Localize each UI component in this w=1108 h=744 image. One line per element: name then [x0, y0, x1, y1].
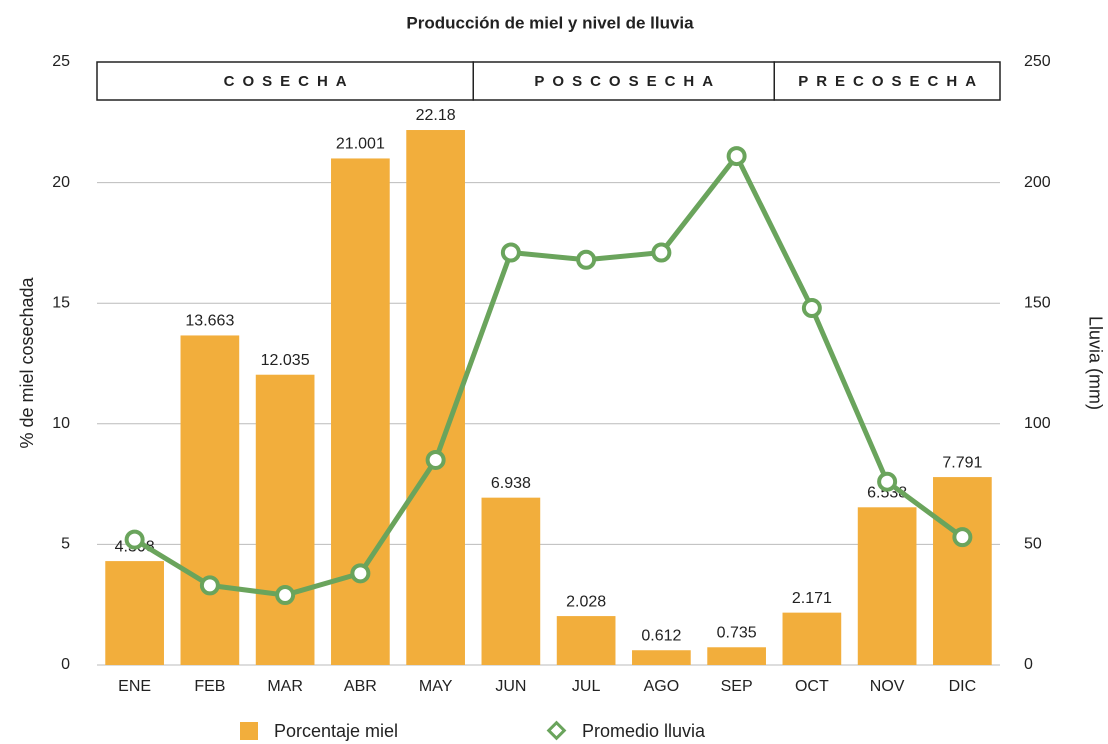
- season-box: [773, 61, 1001, 101]
- data-label: 7.791: [942, 454, 982, 471]
- data-label: 12.035: [261, 352, 310, 369]
- bar: [255, 374, 315, 665]
- x-tick-label: JUL: [572, 678, 601, 695]
- chart-title: Producción de miel y nivel de lluvia: [406, 13, 694, 32]
- line-marker: [500, 242, 521, 263]
- y-tick-label: 20: [52, 174, 70, 191]
- bar: [481, 497, 541, 665]
- season-label: POSCOSECHA: [534, 73, 721, 90]
- bar: [933, 477, 992, 665]
- x-tick-label: NOV: [870, 678, 905, 695]
- x-tick-label: DIC: [949, 678, 977, 695]
- y-axis-title: % de miel cosechada: [17, 276, 37, 448]
- bar: [857, 507, 917, 665]
- line-marker: [275, 585, 296, 606]
- x-tick-label: ENE: [118, 678, 151, 695]
- y2-tick-label: 150: [1024, 294, 1051, 311]
- line-marker: [124, 529, 145, 550]
- bar: [556, 616, 616, 665]
- season-label: COSECHA: [224, 73, 355, 90]
- data-label: 2.171: [792, 590, 832, 607]
- y-tick-label: 10: [52, 415, 70, 432]
- bar: [331, 158, 390, 666]
- line-marker: [350, 563, 371, 584]
- data-label: 6.938: [491, 475, 531, 492]
- x-tick-label: FEB: [194, 678, 225, 695]
- legend-swatch: [546, 720, 567, 741]
- legend-swatch: [240, 722, 258, 740]
- data-label: 13.663: [185, 313, 234, 330]
- season-box: [96, 61, 474, 101]
- x-tick-label: ABR: [344, 678, 377, 695]
- y2-tick-label: 50: [1024, 536, 1042, 553]
- line: [133, 153, 964, 598]
- x-tick-label: MAR: [267, 678, 303, 695]
- y-tick-label: 5: [61, 536, 70, 553]
- line-marker: [576, 249, 597, 270]
- data-label: 0.735: [717, 624, 757, 641]
- line-marker: [651, 242, 672, 263]
- x-tick-label: AGO: [644, 678, 680, 695]
- line-marker: [199, 575, 220, 596]
- line-marker: [877, 471, 898, 492]
- legend-label: Porcentaje miel: [274, 721, 398, 741]
- line-marker: [801, 298, 822, 319]
- bar: [632, 650, 691, 665]
- data-label: 0.612: [641, 627, 681, 644]
- season-label: PRECOSECHA: [798, 73, 984, 90]
- data-label: 21.001: [336, 136, 385, 153]
- y-tick-label: 0: [61, 656, 70, 673]
- bar: [105, 561, 164, 665]
- bar: [180, 335, 240, 665]
- legend-label: Promedio lluvia: [582, 721, 706, 741]
- bar: [406, 130, 465, 665]
- y2-tick-label: 200: [1024, 174, 1051, 191]
- data-label: 22.18: [416, 107, 456, 124]
- x-tick-label: MAY: [419, 678, 453, 695]
- y2-axis-title: Lluvia (mm): [1085, 316, 1105, 410]
- data-label: 2.028: [566, 593, 606, 610]
- x-tick-label: OCT: [795, 678, 829, 695]
- bar: [782, 612, 842, 665]
- x-tick-label: JUN: [495, 678, 526, 695]
- line-marker: [726, 146, 747, 167]
- y2-tick-label: 100: [1024, 415, 1051, 432]
- y2-tick-label: 250: [1024, 53, 1051, 70]
- line-marker: [952, 527, 973, 548]
- y-tick-label: 25: [52, 53, 70, 70]
- y-tick-label: 15: [52, 294, 70, 311]
- x-tick-label: SEP: [721, 678, 753, 695]
- y2-tick-label: 0: [1024, 656, 1033, 673]
- bar: [707, 647, 766, 665]
- line-marker: [425, 449, 446, 470]
